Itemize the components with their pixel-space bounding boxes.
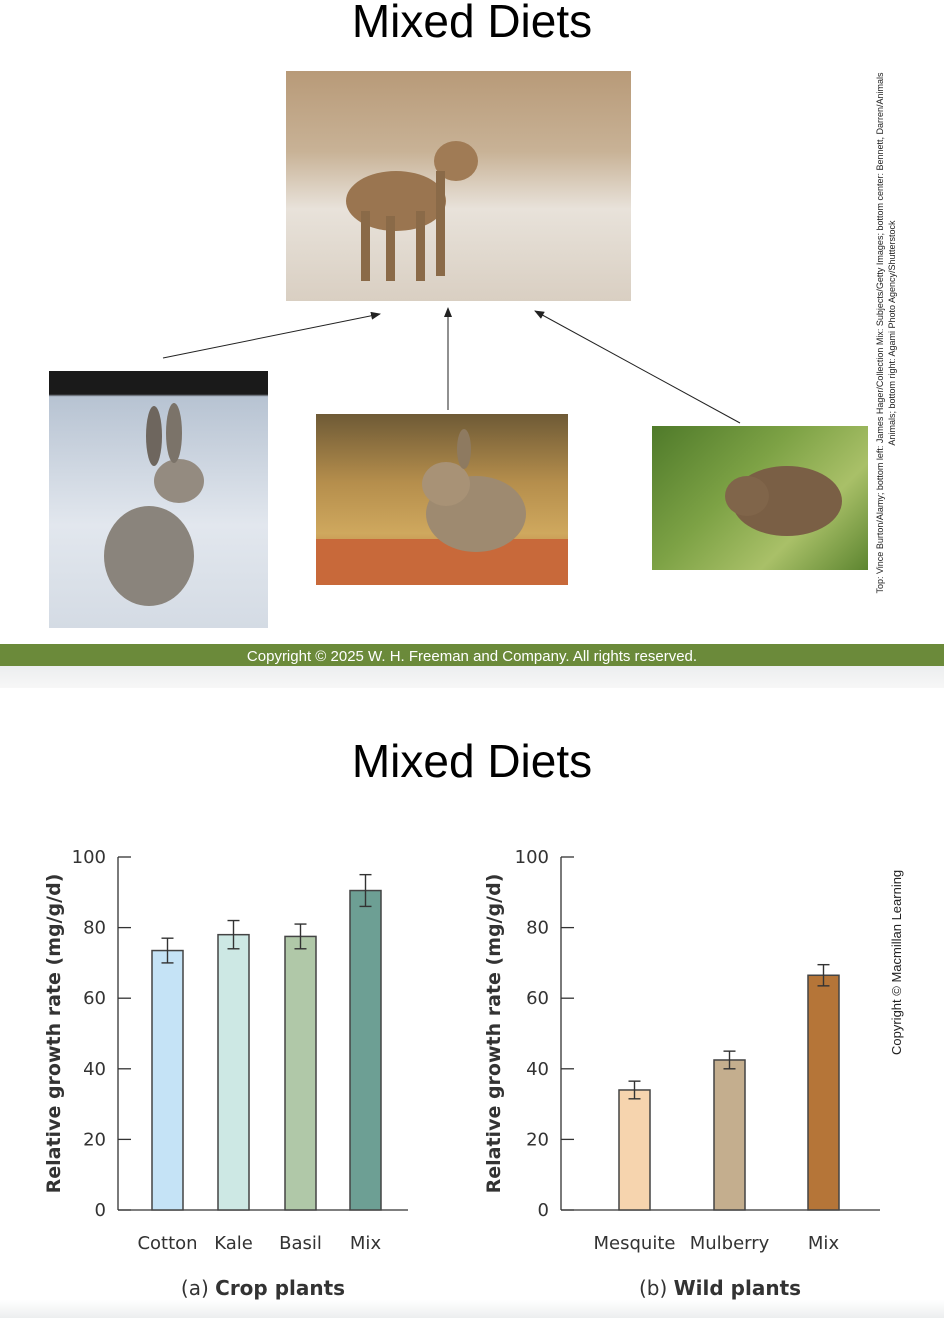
x-tick-label: Mulberry [690, 1233, 770, 1254]
x-tick-label: Cotton [137, 1233, 197, 1254]
jackrabbit-illustration [104, 403, 204, 606]
arrow-vole-to-coyote [534, 310, 741, 424]
x-tick-label: Mesquite [594, 1233, 676, 1254]
bottom-edge [0, 1300, 944, 1318]
y-tick-label: 0 [538, 1200, 549, 1221]
vole-photo [652, 426, 868, 570]
y-tick-label: 80 [526, 918, 549, 939]
y-tick-label: 100 [515, 847, 549, 868]
chart-title: (b) Wild plants [639, 1276, 801, 1300]
vole-illustration [725, 466, 842, 536]
x-tick-label: Mix [350, 1233, 382, 1254]
y-tick-label: 40 [526, 1059, 549, 1080]
arrow-jackrabbit-to-coyote [162, 311, 381, 359]
x-tick-label: Basil [279, 1233, 322, 1254]
cottontail-illustration [316, 429, 568, 585]
y-tick-label: 80 [83, 918, 106, 939]
bar-kale [217, 933, 250, 1211]
photo-credit: Top: Vince Burton/Alamy; bottom left: Ja… [875, 72, 897, 594]
panel-title: Wild plants [674, 1276, 801, 1300]
jackrabbit-photo [49, 371, 268, 628]
y-tick-label: 60 [83, 988, 106, 1009]
panel-label: (a) [181, 1276, 215, 1300]
growth-rate-charts: 0 20 40 60 80 100 Relative growth rate (mg/g/d… [43, 847, 880, 1300]
y-axis-label: Relative growth rate (mg/g/d) [483, 874, 505, 1194]
bar-mulberry [713, 1059, 746, 1211]
bar-mix [807, 974, 840, 1211]
cottontail-photo [316, 414, 568, 585]
y-tick-label: 20 [83, 1129, 106, 1150]
y-tick-label: 60 [526, 988, 549, 1009]
copyright-bar: Copyright © 2025 W. H. Freeman and Compa… [0, 644, 944, 666]
food-web-arrows [162, 307, 741, 424]
slide2-title: Mixed Diets [351, 735, 593, 787]
y-tick-label: 100 [72, 847, 106, 868]
panel-title: Crop plants [215, 1276, 345, 1300]
slide1-title: Mixed Diets [351, 0, 593, 47]
y-tick-label: 0 [95, 1200, 106, 1221]
bar-cotton [151, 949, 184, 1211]
bar-mesquite [618, 1089, 651, 1211]
panel-label: (b) [639, 1276, 674, 1300]
y-axis-label: Relative growth rate (mg/g/d) [43, 874, 65, 1194]
bar-mix [349, 889, 382, 1211]
y-tick-label: 20 [526, 1129, 549, 1150]
y-tick-label: 40 [83, 1059, 106, 1080]
x-tick-label: Mix [808, 1233, 840, 1254]
coyote-photo [286, 71, 631, 301]
slide-separator [0, 666, 944, 688]
bar-basil [284, 935, 317, 1211]
coyote-illustration [346, 141, 478, 281]
chart-title: (a) Crop plants [181, 1276, 345, 1300]
x-tick-label: Kale [214, 1233, 253, 1254]
